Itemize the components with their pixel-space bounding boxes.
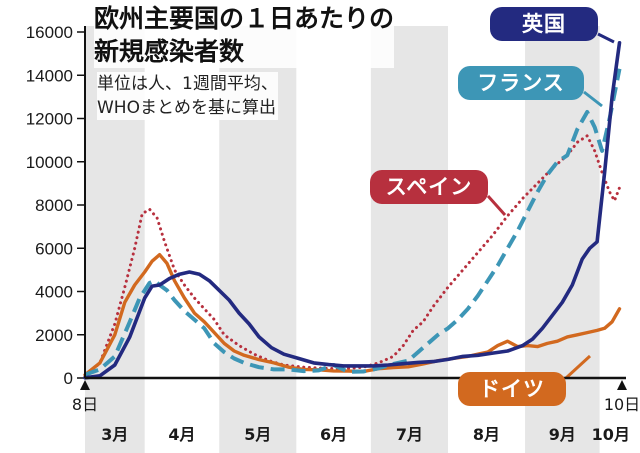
series-layer (83, 32, 622, 380)
start-marker (80, 380, 90, 390)
y-tick-label-4: 8000 (35, 196, 73, 215)
legend-pointer-germany (564, 354, 592, 380)
x-month-label-1: 4月 (168, 425, 195, 444)
chart-subtitle-line-1: 単位は人、1週間平均、 (97, 74, 278, 94)
legend-label-uk: 英国 (490, 7, 598, 41)
x-month-label-2: 5月 (244, 425, 271, 444)
y-tick-label-1: 2000 (35, 326, 73, 345)
y-tick-label-8: 16000 (26, 23, 73, 42)
series-line-uk (83, 41, 622, 380)
legend-label-germany: ドイツ (458, 372, 566, 406)
legend-label-spain: スペイン (370, 170, 488, 204)
series-line-spain (83, 134, 621, 379)
y-tick-label-5: 10000 (26, 153, 73, 172)
legend-pointer-uk (597, 32, 615, 44)
x-axis-labels: 8日 10日 3月 4月 5月 6月 7月 8月 9月 10月 (72, 380, 640, 444)
legend-pointer-france (583, 90, 603, 108)
x-month-label-6: 9月 (549, 425, 576, 444)
y-tick-label-3: 6000 (35, 239, 73, 258)
y-tick-label-2: 4000 (35, 283, 73, 302)
x-month-label-3: 6月 (320, 425, 347, 444)
x-end-label: 10日 (604, 395, 640, 414)
x-month-label-4: 7月 (396, 425, 423, 444)
x-month-label-7: 10月 (592, 425, 630, 444)
chart-title-line-2: 新規感染者数 (94, 37, 245, 66)
y-axis-ticks: 0 2000 4000 6000 8000 10000 12000 14000 16000 (26, 23, 85, 388)
end-marker (617, 380, 627, 390)
legend-pointer-spain (486, 194, 507, 217)
chart-subtitle-line-2: WHOまとめを基に算出 (97, 98, 276, 118)
chart-title-line-1: 欧州主要国の１日あたりの (94, 4, 395, 33)
chart-subtitle: 単位は人、1週間平均、 WHOまとめを基に算出 (97, 72, 278, 120)
month-band-4 (370, 26, 448, 453)
legend-label-france: フランス (458, 66, 584, 100)
x-month-label-5: 8月 (473, 425, 500, 444)
x-start-label: 8日 (72, 395, 98, 414)
x-month-label-0: 3月 (101, 425, 128, 444)
y-tick-label-7: 14000 (26, 66, 73, 85)
y-tick-label-0: 0 (64, 369, 73, 388)
chart-title: 欧州主要国の１日あたりの 新規感染者数 (94, 2, 395, 68)
y-tick-label-6: 12000 (26, 110, 73, 129)
